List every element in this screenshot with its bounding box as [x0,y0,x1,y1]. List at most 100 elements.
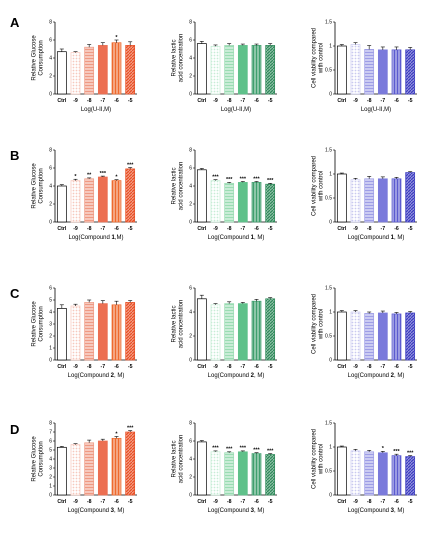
y-tick-label: 6 [189,38,192,44]
significance-mark: *** [226,447,233,453]
bar-Ctrl [56,308,67,361]
x-tick-label: Ctrl [197,364,206,370]
x-tick-label: -8 [367,226,372,232]
y-tick-label: 0 [329,358,332,364]
x-tick-label: Ctrl [57,364,66,370]
bar--9 [210,45,221,95]
x-tick-label: -7 [381,226,386,232]
bar-Ctrl [196,43,207,95]
panel-label-D: D [10,422,19,437]
bar--6 [111,42,122,95]
significance-mark: *** [240,176,247,182]
bar--7 [237,45,248,95]
bar--8 [84,302,95,361]
significance-mark: *** [407,450,414,456]
bar--5 [265,298,276,361]
bar--6 [111,180,122,223]
y-tick-label: 2 [49,202,52,208]
x-tick-label: -5 [408,98,413,104]
significance-mark: *** [253,176,260,182]
x-axis-label: Log(Compound 1, M) [348,235,405,241]
bar--7 [97,303,108,361]
x-tick-label: -5 [128,364,133,370]
bar--9 [70,180,81,223]
y-tick-label: 1.5 [325,286,332,292]
bar--7 [97,45,108,95]
x-tick-label: -8 [227,499,232,505]
x-axis-label: Log(Compound 1, M) [208,235,265,241]
y-axis-label: Relative lacticacid concentration [172,435,185,484]
y-tick-label: 5 [49,298,52,304]
bar--7 [237,182,248,223]
significance-mark: *** [212,446,219,452]
bar--6 [391,455,402,496]
x-tick-label: -9 [353,226,358,232]
x-tick-label: -6 [394,98,399,104]
chart-B-1: B 0 2 4 6 8 Relative GlucoseConsumption Ctrl * -9… [10,148,137,241]
y-tick-label: 4 [49,457,52,463]
x-tick-label: Ctrl [197,499,206,505]
bar-Ctrl [56,51,67,95]
y-tick-label: 8 [49,421,52,427]
chart-D-1: D 0 1 2 3 4 5 6 7 8 Relative GlucoseConsumption Ctr… [10,421,137,514]
bar--8 [84,442,95,496]
bar--8 [84,178,95,223]
x-tick-label: -6 [394,364,399,370]
bar--8 [364,313,375,361]
bar--9 [350,44,361,95]
y-tick-label: 0 [49,358,52,364]
x-tick-label: -7 [381,98,386,104]
y-tick-label: 8 [49,148,52,154]
x-tick-label: -7 [241,499,246,505]
significance-mark: *** [267,178,274,184]
x-tick-label: -7 [381,499,386,505]
y-axis-label: Cell viability comparedwith control [312,156,325,216]
x-tick-label: -7 [101,499,106,505]
y-tick-label: 1 [49,346,52,352]
x-tick-label: -7 [101,226,106,232]
bar--5 [125,168,136,223]
bar--9 [350,450,361,496]
y-tick-label: 2 [189,334,192,340]
x-tick-label: -7 [241,226,246,232]
significance-mark: *** [127,425,134,431]
significance-mark: *** [267,448,274,454]
y-tick-label: 4 [189,56,192,62]
x-axis-label: Log(Compound 2, M) [348,373,405,379]
chart-D-2: 0 2 4 6 8 Relative lacticacid concentration Ct… [172,421,277,514]
x-tick-label: -9 [213,226,218,232]
y-tick-label: 0 [189,220,192,226]
x-tick-label: -6 [254,499,259,505]
y-tick-label: 0 [329,220,332,226]
y-tick-label: 2 [49,334,52,340]
y-axis-label: Cell viability comparedwith control [312,28,325,88]
bar--6 [391,313,402,361]
x-tick-label: -8 [87,226,92,232]
x-tick-label: -9 [353,98,358,104]
bar--6 [251,45,262,95]
y-tick-label: 0 [329,493,332,499]
bar--5 [405,312,416,361]
significance-mark: * [115,431,118,437]
y-tick-label: 2 [189,202,192,208]
y-tick-label: 6 [49,38,52,44]
x-tick-label: -7 [381,364,386,370]
chart-C-1: C 0 1 2 3 4 5 6 Relative GlucoseConsumption Ctrl -… [10,286,137,379]
y-tick-label: 6 [189,166,192,172]
bar--9 [210,451,221,496]
y-axis-label: Relative GlucoseConsumption [32,436,45,482]
bar--7 [237,451,248,496]
bar--9 [350,179,361,223]
y-tick-label: 0 [49,92,52,98]
y-tick-label: 0 [329,92,332,98]
x-tick-label: -9 [353,499,358,505]
chart-A-2: 0 2 4 6 8 Relative lacticacid concentration Ct… [172,20,277,113]
chart-A-1: A 0 2 4 6 8 Relative GlucoseConsumption Ctrl -9 -… [10,15,137,113]
x-tick-label: -8 [227,226,232,232]
x-tick-label: -6 [254,364,259,370]
bar--8 [364,178,375,223]
y-tick-label: 1.5 [325,421,332,427]
